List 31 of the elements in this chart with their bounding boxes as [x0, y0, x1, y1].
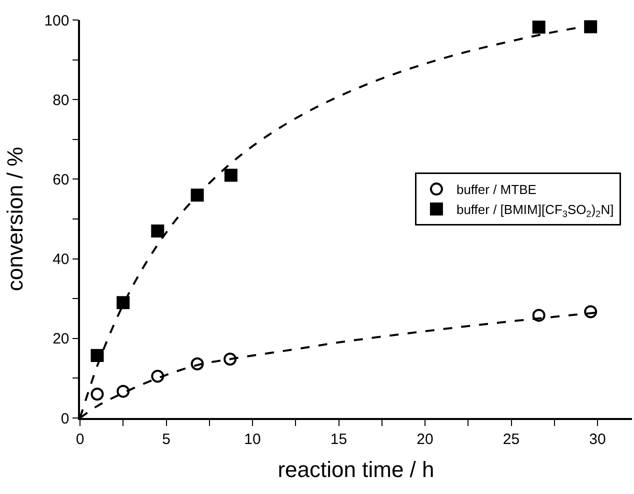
point: [116, 296, 130, 310]
y-axis-title: conversion / %: [2, 146, 28, 292]
legend-label: buffer / [BMIM][CF$_{3}$SO$_{2}$)$_{2}$N]: [456, 202, 614, 219]
point: [151, 224, 164, 238]
x-axis-title: reaction time / h: [278, 457, 434, 482]
point: [151, 370, 164, 383]
x-tick-label: 10: [244, 430, 261, 448]
legend-label: buffer / MTBE: [456, 182, 537, 198]
point: [90, 388, 104, 401]
point: [190, 357, 204, 370]
y-tick-label: 60: [52, 171, 70, 188]
x-tick-label: 20: [416, 430, 434, 448]
point: [532, 308, 546, 322]
x-tick-label: 0: [76, 430, 84, 448]
y-tick-label: 80: [52, 92, 70, 109]
x-tick-label: 30: [589, 430, 606, 448]
point: [584, 305, 598, 318]
point: [224, 168, 238, 182]
point: [224, 352, 237, 366]
y-tick-label: 0: [60, 410, 70, 428]
point: [190, 188, 204, 202]
x-tick-label: 5: [162, 430, 170, 448]
point: [116, 384, 130, 398]
y-tick-label: 100: [44, 12, 70, 30]
y-tick-label: 40: [52, 251, 70, 268]
point: [90, 349, 104, 362]
point: [532, 20, 546, 34]
x-tick-label: 25: [502, 430, 520, 448]
point: [584, 20, 598, 34]
y-tick-label: 20: [52, 330, 70, 348]
x-tick-label: 15: [330, 430, 348, 448]
